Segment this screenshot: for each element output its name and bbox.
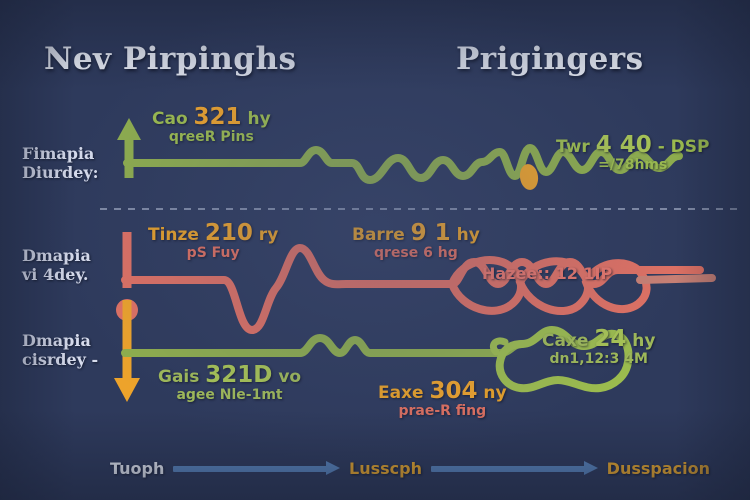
flow-axis: Tuoph Lusscph Dusspacion — [110, 452, 710, 484]
red-tail-segment — [636, 274, 716, 284]
row-label-3-line2: cisrdey - — [22, 350, 99, 369]
flow-arrow-1-icon — [173, 461, 341, 475]
green-waveform-bottom — [121, 334, 526, 357]
row-label-3: Dmapia cisrdey - — [22, 331, 98, 369]
annotation-top-right-primary: Twr 4 40 - DSP — [556, 132, 710, 158]
annotation-top-right-secondary: =/78hms — [598, 157, 668, 173]
annotation-mid-right-primary: Hazee:: 12 1IP — [482, 264, 613, 283]
annotation-mid-left-primary: Tinze 210 ry — [148, 220, 279, 246]
page-title-left: Nev Pirpinghs — [44, 41, 297, 77]
row-label-1-line2: Diurdey: — [22, 163, 99, 182]
annotation-bottom-center-primary: Eaxe 304 ny — [378, 378, 507, 404]
row-label-1: Fimapia Diurdey: — [22, 144, 99, 182]
annotation-bottom-center-secondary: prae-R fing — [398, 403, 487, 419]
flow-arrow-2-icon — [431, 461, 598, 475]
row-label-3-line1: Dmapia — [22, 331, 91, 350]
annotation-top-left-primary: Cao 321 hy — [152, 104, 271, 130]
row-label-1-line1: Fimapia — [22, 144, 95, 163]
flow-arrow-1-head — [326, 461, 341, 475]
annotation-bottom-left: Gais 321D vo agee Nle-1mt — [158, 362, 302, 404]
annotation-bottom-left-primary: Gais 321D vo — [158, 362, 302, 388]
annotation-top-left-secondary: qreeR Pins — [168, 129, 254, 145]
annotation-bottom-left-secondary: agee Nle-1mt — [176, 387, 283, 403]
row-label-2-line2: vi 4dey. — [22, 265, 89, 284]
annotation-mid-right: Hazee:: 12 1IP — [482, 264, 612, 283]
annotation-mid-center-secondary: qrese 6 hg — [374, 245, 458, 261]
annotation-bottom-center: Eaxe 304 ny prae-R fing — [378, 378, 507, 420]
annotation-top-right: Twr 4 40 - DSP =/78hms — [556, 132, 710, 174]
annotation-mid-center-primary: Barre 9 1 hy — [352, 220, 480, 246]
annotation-mid-left-secondary: pS Fuy — [186, 245, 240, 261]
annotation-mid-center: Barre 9 1 hy qrese 6 hg — [352, 220, 480, 262]
green-up-arrow-head — [117, 118, 141, 140]
orange-down-arrow-head — [114, 378, 140, 402]
flow-arrow-2-shaft — [431, 466, 586, 472]
annotation-top-left: Cao 321 hy qreeR Pins — [152, 104, 271, 146]
flow-stage-1-label: Tuoph — [110, 458, 165, 478]
row-label-2-line1: Dmapia — [22, 246, 91, 265]
annotation-mid-left: Tinze 210 ry pS Fuy — [148, 220, 279, 262]
flow-stage-2-label: Lusscph — [349, 458, 423, 478]
flow-arrow-2-head — [583, 461, 598, 475]
row-label-2: Dmapia vi 4dey. — [22, 246, 91, 284]
section-divider — [100, 208, 740, 210]
annotation-bottom-right: Caxe 24 hy dn1,12:3 4M — [542, 326, 656, 368]
flow-stage-3-label: Dusspacion — [606, 458, 710, 478]
page-title-right: Prigingers — [456, 41, 644, 77]
annotation-bottom-right-secondary: dn1,12:3 4M — [549, 351, 648, 367]
flow-arrow-1-shaft — [173, 466, 329, 472]
annotation-bottom-right-primary: Caxe 24 hy — [542, 326, 656, 352]
